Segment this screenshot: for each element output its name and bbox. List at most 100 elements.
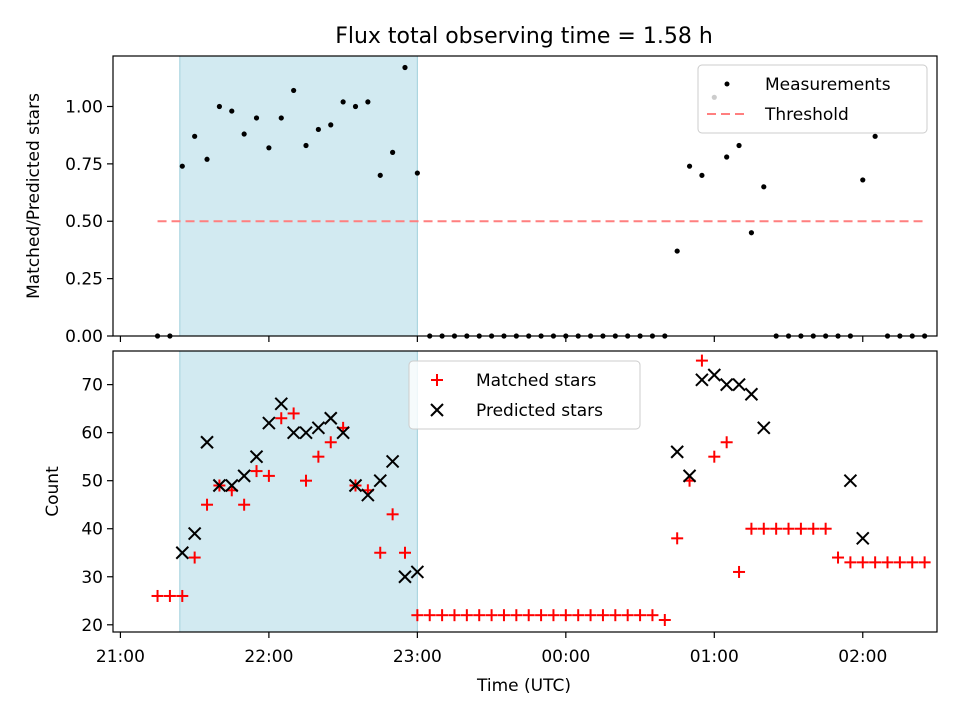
x-tick-label: 22:00: [244, 647, 293, 667]
matched-star-point: [720, 436, 733, 449]
predicted-star-stroke-b: [249, 449, 264, 464]
matched-star-point: [201, 498, 214, 511]
predicted-star-point: [707, 368, 722, 382]
predicted-star-stroke-b: [744, 387, 759, 401]
predicted-star-stroke-b: [373, 473, 387, 488]
predicted-star-stroke-b: [707, 368, 722, 382]
legend-measurements-marker: [724, 81, 730, 87]
y-tick-label: 30: [81, 568, 103, 588]
x-tick-label: 23:00: [393, 647, 442, 667]
measurement-point: [192, 133, 198, 139]
predicted-star-point: [225, 478, 239, 493]
matched-star-point: [856, 556, 869, 569]
counts-x-ticks: 21:00 22:00 23:00 00:00 01:00 02:00: [96, 632, 887, 667]
matched-star-point: [188, 551, 201, 564]
x-tick-label: 21:00: [96, 647, 145, 667]
y-tick-label: 20: [81, 616, 103, 636]
legend-matched-label: Matched stars: [476, 371, 596, 391]
measurement-point: [303, 142, 309, 149]
ratio-axes: 0.00 0.25 0.50 0.75 1.00 Matched/Predicted s…: [24, 55, 938, 347]
matched-star-point: [485, 609, 498, 622]
matched-star-point: [473, 609, 486, 622]
matched-star-points: [151, 354, 931, 626]
measurement-point: [216, 103, 223, 110]
predicted-star-point: [410, 565, 425, 579]
matched-star-point: [646, 609, 659, 622]
matched-star-point: [374, 546, 387, 559]
predicted-star-stroke-b: [757, 421, 771, 435]
predicted-star-point: [670, 445, 684, 459]
measurement-point: [253, 115, 260, 121]
matched-star-point: [312, 450, 325, 463]
ratio-axes-frame: [112, 55, 938, 337]
predicted-star-stroke-b: [732, 377, 746, 392]
figure-title: Flux total observing time = 1.58 h: [335, 24, 713, 49]
matched-star-point: [770, 522, 783, 535]
ratio-x-ticks: [119, 336, 864, 342]
matched-star-point: [386, 508, 399, 521]
predicted-star-point: [175, 546, 189, 560]
y-tick-label: 70: [81, 376, 103, 396]
predicted-star-point: [719, 377, 734, 392]
matched-star-point: [869, 556, 882, 569]
predicted-star-point: [262, 416, 276, 430]
matched-star-point: [832, 551, 845, 564]
matched-star-point: [250, 465, 263, 478]
legend-predicted-label: Predicted stars: [476, 401, 603, 421]
matched-star-point: [151, 589, 164, 602]
predicted-star-point: [311, 421, 326, 435]
measurement-point: [872, 133, 878, 139]
measurement-point: [266, 145, 272, 151]
predicted-star-points: [175, 368, 870, 584]
measurement-point: [340, 99, 346, 105]
counts-shaded-interval: [179, 350, 418, 633]
predicted-star-stroke-b: [385, 454, 400, 469]
counts-x-axis-label: Time (UTC): [476, 676, 571, 696]
predicted-star-stroke-b: [410, 565, 425, 579]
measurement-point: [860, 177, 866, 183]
measurement-point: [179, 163, 185, 169]
y-tick-label: 0.00: [65, 327, 103, 347]
y-tick-label: 0.75: [65, 155, 103, 175]
predicted-star-point: [212, 478, 227, 493]
measurement-point: [761, 184, 767, 190]
matched-star-point: [584, 609, 597, 622]
predicted-star-stroke-b: [843, 473, 858, 488]
ratio-y-axis-label: Matched/Predicted stars: [24, 93, 44, 299]
predicted-star-point: [695, 373, 709, 387]
predicted-star-stroke-b: [361, 488, 375, 502]
counts-y-axis-label: Count: [43, 466, 63, 517]
matched-star-point: [411, 609, 424, 622]
matched-star-point: [782, 522, 795, 535]
matched-star-point: [423, 609, 436, 622]
y-tick-label: 60: [81, 424, 103, 444]
matched-star-point: [436, 609, 449, 622]
predicted-star-point: [757, 421, 771, 435]
matched-star-point: [497, 609, 510, 622]
matched-star-point: [448, 609, 461, 622]
measurement-point: [328, 122, 334, 128]
predicted-star-point: [249, 449, 264, 464]
measurement-point: [686, 163, 693, 169]
matched-star-point: [621, 609, 634, 622]
predicted-star-stroke-b: [175, 546, 189, 560]
predicted-star-point: [682, 469, 697, 483]
predicted-star-stroke-b: [187, 526, 202, 541]
matched-star-point: [695, 354, 708, 367]
predicted-star-stroke-b: [274, 397, 288, 411]
predicted-star-point: [732, 377, 746, 392]
matched-star-point: [733, 565, 746, 578]
predicted-star-point: [274, 397, 288, 411]
x-tick-label: 01:00: [690, 647, 739, 667]
predicted-star-stroke-b: [856, 531, 870, 546]
x-tick-label: 02:00: [838, 647, 887, 667]
measurement-point: [699, 172, 705, 178]
matched-star-point: [658, 613, 671, 626]
predicted-star-point: [744, 387, 759, 401]
legend-predicted-marker: [430, 403, 444, 417]
predicted-star-point: [361, 488, 375, 502]
predicted-star-point: [200, 435, 214, 449]
predicted-star-point: [373, 473, 387, 488]
matched-star-point: [559, 609, 572, 622]
predicted-star-stroke-b: [695, 373, 709, 387]
